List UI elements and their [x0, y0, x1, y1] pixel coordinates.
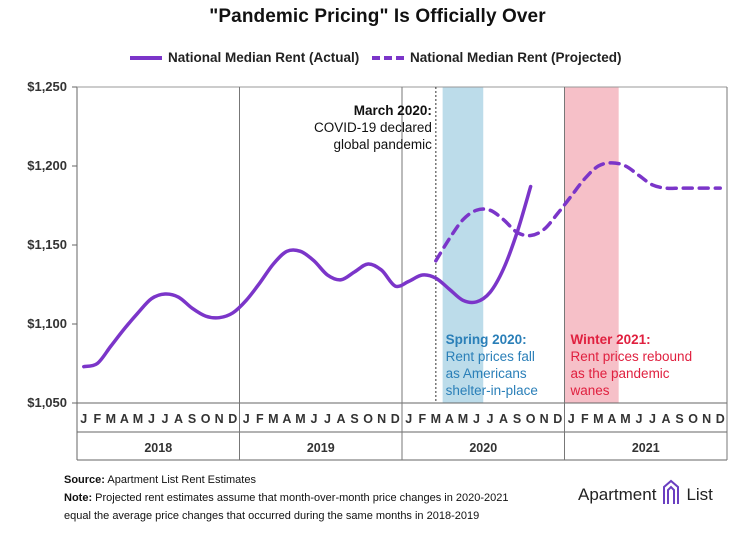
x-month-label: A [445, 412, 454, 426]
x-month-label: S [675, 412, 683, 426]
annotation-march-2020-line2: global pandemic [334, 137, 433, 152]
x-month-label: A [607, 412, 616, 426]
annotation-march-2020-line1: COVID-19 declared [314, 120, 432, 135]
x-month-label: A [282, 412, 291, 426]
x-month-label: N [540, 412, 549, 426]
x-month-label: S [350, 412, 358, 426]
footer-note-line2: equal the average price changes that occ… [64, 510, 479, 522]
x-year-label: 2021 [632, 441, 660, 455]
note-line1: Projected rent estimates assume that mon… [92, 492, 509, 504]
x-month-label: D [716, 412, 725, 426]
chart-title: "Pandemic Pricing" Is Officially Over [209, 6, 546, 27]
chart-plot: March 2020: COVID-19 declared global pande… [27, 79, 728, 461]
x-month-label: A [337, 412, 346, 426]
legend-label-projected: National Median Rent (Projected) [410, 50, 622, 65]
annotation-spring-2020-heading: Spring 2020: [446, 332, 527, 347]
annotation-spring-2020-line2: as Americans [446, 366, 527, 381]
x-month-label: J [636, 412, 643, 426]
source-label: Source: [64, 474, 105, 486]
x-month-label: M [593, 412, 603, 426]
x-month-label: J [148, 412, 155, 426]
x-month-label: J [473, 412, 480, 426]
x-month-label: J [162, 412, 169, 426]
x-month-label: D [228, 412, 237, 426]
x-month-label: F [256, 412, 264, 426]
y-tick-label: $1,250 [27, 79, 67, 94]
highlight-band-winter-2021 [564, 87, 619, 403]
annotations: March 2020: COVID-19 declared global pande… [314, 103, 692, 398]
x-month-label: M [133, 412, 143, 426]
x-month-label: F [93, 412, 101, 426]
x-year-label: 2018 [144, 441, 172, 455]
note-line2: equal the average price changes that occ… [64, 510, 480, 522]
x-month-label: J [649, 412, 656, 426]
legend: National Median Rent (Actual) National M… [0, 50, 755, 70]
x-month-label: D [391, 412, 400, 426]
gridlines [72, 86, 728, 461]
x-year-label: 2020 [469, 441, 497, 455]
x-month-label: N [702, 412, 711, 426]
x-month-label: A [662, 412, 671, 426]
x-month-label: M [295, 412, 305, 426]
brand-word2: List [686, 484, 713, 504]
legend-swatch-solid [130, 55, 162, 60]
legend-item-actual: National Median Rent (Actual) [130, 50, 359, 65]
x-month-label: O [363, 412, 373, 426]
annotation-spring-2020-line3: shelter-in-place [446, 383, 538, 398]
highlight-band-spring-2020 [442, 87, 484, 403]
x-month-label: O [688, 412, 698, 426]
x-month-label: M [268, 412, 278, 426]
x-month-label: S [188, 412, 196, 426]
annotation-winter-2021-line1: Rent prices rebound [571, 349, 693, 364]
x-month-label: J [487, 412, 494, 426]
x-month-label: M [106, 412, 116, 426]
x-month-label: S [513, 412, 521, 426]
source-text: Apartment List Rent Estimates [104, 474, 256, 486]
y-tick-label: $1,100 [27, 316, 67, 331]
legend-item-projected: National Median Rent (Projected) [372, 50, 622, 65]
x-month-label: J [80, 412, 87, 426]
highlight-bands [442, 87, 619, 403]
annotation-spring-2020-line1: Rent prices fall [446, 349, 535, 364]
x-month-label: A [174, 412, 183, 426]
legend-swatch-dashed [372, 55, 404, 60]
series-line-projected [434, 161, 722, 263]
x-month-label: F [581, 412, 589, 426]
brand-word1: Apartment [578, 484, 657, 504]
x-month-label: J [243, 412, 250, 426]
annotation-winter-2021-line2: as the pandemic [571, 366, 670, 381]
apartment-list-logo-icon [661, 479, 681, 510]
x-month-label: J [324, 412, 331, 426]
y-tick-label: $1,050 [27, 395, 67, 410]
x-month-label: A [120, 412, 129, 426]
x-month-label: O [526, 412, 536, 426]
legend-label-actual: National Median Rent (Actual) [168, 50, 360, 65]
x-month-label: D [553, 412, 562, 426]
series-line-actual [82, 184, 533, 369]
x-month-label: J [568, 412, 575, 426]
x-month-label: A [499, 412, 508, 426]
x-year-label: 2019 [307, 441, 335, 455]
y-tick-label: $1,150 [27, 237, 67, 252]
annotation-winter-2021-heading: Winter 2021: [571, 332, 651, 347]
x-month-label: N [377, 412, 386, 426]
x-month-label: J [405, 412, 412, 426]
x-month-label: M [458, 412, 468, 426]
annotation-march-2020-heading: March 2020: [354, 103, 432, 118]
x-month-label: F [418, 412, 426, 426]
series-lines [82, 161, 722, 369]
x-month-label: N [215, 412, 224, 426]
x-month-label: M [620, 412, 630, 426]
footer-note: Note: Projected rent estimates assume th… [64, 492, 509, 504]
x-month-label: O [201, 412, 211, 426]
y-tick-label: $1,200 [27, 158, 67, 173]
y-axis-ticks: $1,050 $1,100 $1,150 $1,200 $1,250 [27, 79, 67, 410]
footer-source: Source: Apartment List Rent Estimates [64, 474, 256, 486]
note-label: Note: [64, 492, 93, 504]
brand-logo: Apartment List [578, 479, 713, 510]
x-month-label: J [311, 412, 318, 426]
x-month-label: M [431, 412, 441, 426]
annotation-winter-2021-line3: wanes [570, 383, 610, 398]
